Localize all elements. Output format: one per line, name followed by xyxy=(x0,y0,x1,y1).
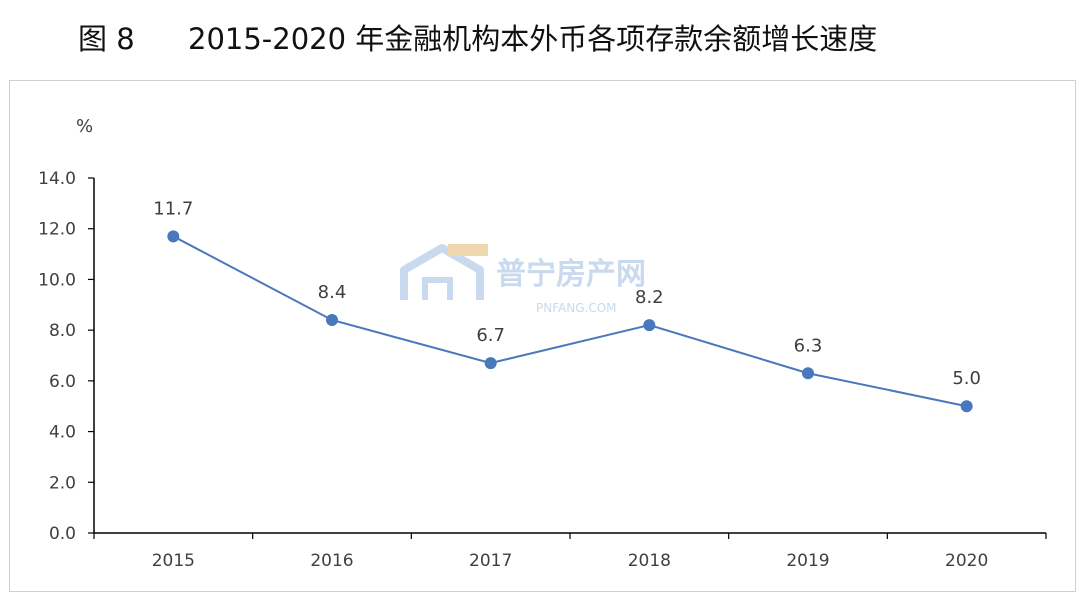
data-point xyxy=(326,314,338,326)
watermark-name: 普宁房产网 xyxy=(496,257,646,292)
y-tick-label: 14.0 xyxy=(38,169,76,189)
data-point xyxy=(167,230,180,243)
x-tick-label: 2017 xyxy=(469,551,512,571)
x-tick-label: 2019 xyxy=(786,551,829,571)
y-tick-label: 6.0 xyxy=(49,372,76,392)
figure-label: 图 8 xyxy=(78,22,135,56)
data-label: 5.0 xyxy=(952,368,981,389)
x-axis-ticks: 2015 2016 2017 2018 2019 2020 xyxy=(93,533,1047,571)
data-point xyxy=(960,400,973,413)
series-group: 11.7 8.4 6.7 8.2 6.3 5.0 xyxy=(153,198,981,413)
y-tick-label: 8.0 xyxy=(49,321,76,341)
data-label: 11.7 xyxy=(153,198,193,219)
y-tick-label: 4.0 xyxy=(49,423,76,443)
x-tick-label: 2016 xyxy=(310,551,353,571)
series-line xyxy=(172,235,967,408)
y-axis-unit: % xyxy=(76,116,93,137)
data-point xyxy=(643,319,656,332)
figure-title: 图 8 2015-2020 年金融机构本外币各项存款余额增长速度 xyxy=(0,12,1080,56)
y-axis-ticks: 0.0 2.0 4.0 6.0 8.0 10.0 12.0 14.0 xyxy=(38,169,94,544)
x-tick-label: 2018 xyxy=(628,551,671,571)
x-tick-label: 2020 xyxy=(945,551,988,571)
data-point xyxy=(802,367,814,380)
figure-title-text: 2015-2020 年金融机构本外币各项存款余额增长速度 xyxy=(188,22,878,56)
watermark: 普宁房产网 PNFANG.COM xyxy=(400,244,646,315)
watermark-domain: PNFANG.COM xyxy=(536,301,617,315)
data-label: 6.3 xyxy=(794,335,823,356)
y-tick-label: 2.0 xyxy=(49,473,76,493)
data-point xyxy=(484,357,497,370)
x-tick-label: 2015 xyxy=(152,551,195,571)
data-label: 8.4 xyxy=(318,282,347,303)
y-tick-label: 12.0 xyxy=(38,220,76,240)
y-tick-label: 10.0 xyxy=(38,270,76,290)
chart-frame xyxy=(9,80,1076,592)
data-label: 8.2 xyxy=(635,287,664,308)
watermark-house-icon xyxy=(400,244,488,300)
y-tick-label: 0.0 xyxy=(49,524,76,544)
data-label: 6.7 xyxy=(476,325,505,346)
